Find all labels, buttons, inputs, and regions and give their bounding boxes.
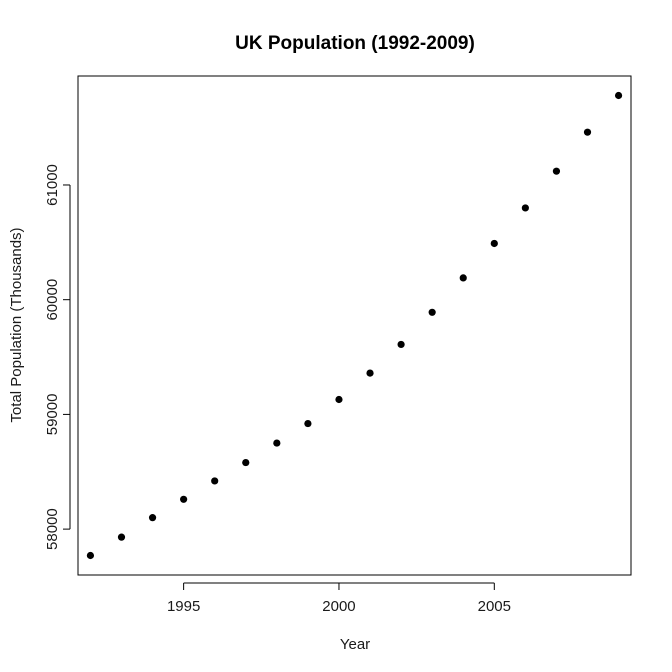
data-point [86,551,95,560]
x-axis: 1995 2000 2005 [167,582,511,615]
data-point [428,308,436,316]
data-point [490,239,498,248]
data-point [366,369,374,377]
x-axis-label: Year [340,636,370,653]
plot-frame [77,75,632,576]
data-point [335,395,343,404]
data-point [148,514,157,522]
data-point [211,477,219,485]
data-point [397,340,405,349]
data-point [614,91,623,100]
data-point [242,458,250,467]
x-tick-label: 2000 [322,598,355,615]
y-tick-label: 58000 [44,508,61,550]
data-point [521,204,529,212]
y-tick-label: 59000 [44,394,61,436]
y-axis: 58000 59000 60000 61000 [44,164,71,550]
data-point [552,167,561,175]
data-point [304,419,312,428]
data-points [86,91,623,560]
x-tick-label: 1995 [167,598,200,615]
data-point [273,439,281,447]
y-tick-label: 61000 [44,164,61,206]
data-point [180,495,188,503]
data-point [583,128,592,136]
y-axis-label: Total Population (Thousands) [8,227,25,422]
chart-title: UK Population (1992-2009) [235,33,475,54]
x-tick-label: 2005 [478,598,511,615]
y-tick-label: 60000 [44,279,61,321]
data-point [459,274,467,282]
data-point [117,533,126,541]
